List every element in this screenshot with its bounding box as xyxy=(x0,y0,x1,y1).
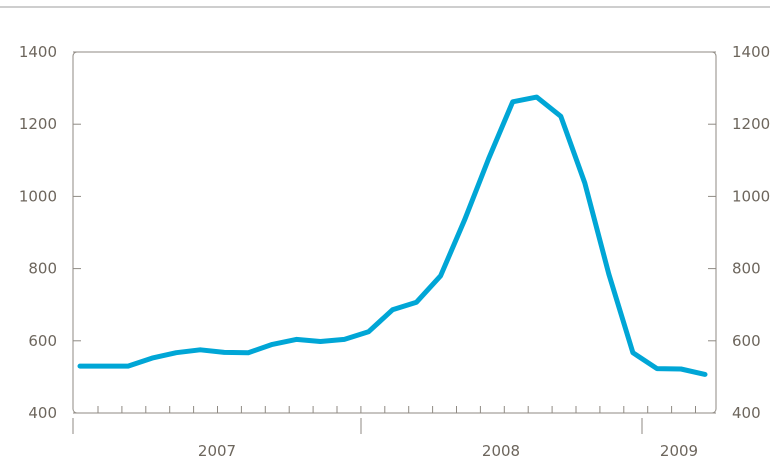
left-axis-label: 1000 xyxy=(19,187,57,205)
left-axis-label: 800 xyxy=(28,260,57,278)
right-axis-label: 1000 xyxy=(732,187,770,205)
plot-frame xyxy=(73,52,716,413)
left-axis-label: 1200 xyxy=(19,115,57,133)
right-axis-label: 1400 xyxy=(732,43,770,61)
left-axis-label: 1400 xyxy=(19,43,57,61)
series-line xyxy=(80,97,705,374)
right-axis-label: 800 xyxy=(732,260,761,278)
right-axis: 400 600 800 1000 1200 1400 xyxy=(708,43,770,422)
x-axis-labels: 2007 2008 2009 xyxy=(198,442,698,460)
right-axis-label: 600 xyxy=(732,332,761,350)
left-axis-label: 400 xyxy=(28,404,57,422)
x-axis-year-label: 2008 xyxy=(482,442,520,460)
x-axis xyxy=(73,406,696,434)
left-axis: 400 600 800 1000 1200 1400 xyxy=(19,43,81,422)
right-axis-label: 400 xyxy=(732,404,761,422)
x-axis-year-label: 2009 xyxy=(660,442,698,460)
series-points xyxy=(80,97,705,374)
right-axis-label: 1200 xyxy=(732,115,770,133)
left-axis-label: 600 xyxy=(28,332,57,350)
x-axis-year-label: 2007 xyxy=(198,442,236,460)
